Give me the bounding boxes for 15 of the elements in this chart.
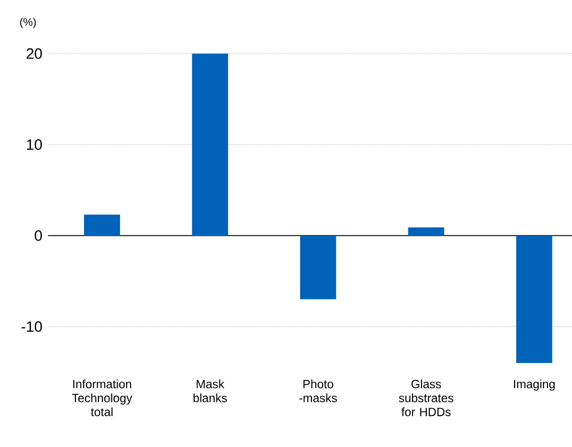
x-tick-label: Photo -masks [299, 380, 337, 402]
bar [192, 54, 228, 236]
x-tick-label: Imaging [514, 380, 555, 391]
y-tick-label: -10 [22, 321, 42, 332]
x-tick-label: Glass substrates for HDDs [398, 380, 454, 416]
x-tick-label: Information Technology total [72, 380, 132, 416]
y-axis-title: (%) [20, 18, 36, 28]
bar [84, 214, 120, 236]
bar [516, 236, 552, 363]
bar [300, 236, 336, 300]
y-tick-label: 0 [34, 230, 42, 241]
y-tick-label: 20 [26, 48, 42, 59]
x-tick-label: Mask blanks [194, 380, 227, 402]
bar [408, 227, 444, 236]
y-tick-label: 10 [27, 139, 42, 150]
